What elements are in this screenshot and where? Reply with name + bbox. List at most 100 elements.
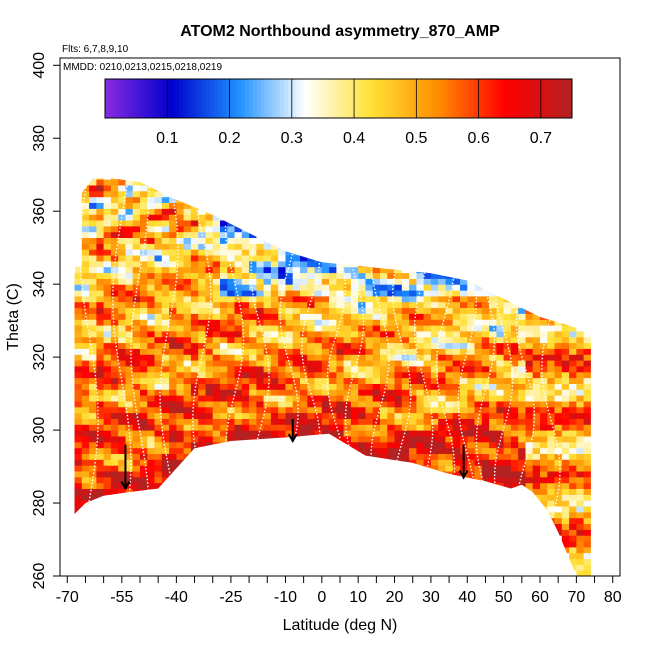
heatmap-cell: [307, 365, 316, 373]
heatmap-cell: [336, 266, 345, 274]
heatmap-cell: [460, 272, 468, 279]
heatmap-cell: [452, 325, 461, 332]
heatmap-cell: [481, 430, 490, 437]
heatmap-cell: [154, 330, 163, 338]
heatmap-cell: [270, 383, 279, 390]
heatmap-cell: [300, 354, 308, 361]
heatmap-cell: [96, 400, 105, 408]
heatmap-cell: [220, 313, 228, 320]
heatmap-cell: [103, 225, 112, 233]
heatmap-cell: [74, 266, 83, 274]
heatmap-cell: [118, 354, 127, 361]
heatmap-cell: [358, 330, 367, 338]
heatmap-cell: [561, 470, 570, 478]
heatmap-cell: [350, 295, 359, 303]
heatmap-cell: [518, 465, 527, 472]
heatmap-cell: [212, 371, 221, 379]
heatmap-cell: [190, 383, 199, 390]
heatmap-cell: [169, 214, 177, 221]
heatmap-cell: [89, 482, 97, 489]
heatmap-cell: [430, 319, 439, 326]
heatmap-cell: [140, 494, 148, 501]
heatmap-cell: [336, 336, 345, 344]
heatmap-cell: [496, 453, 505, 460]
colorbar-segment: [451, 79, 456, 118]
heatmap-cell: [74, 494, 83, 501]
heatmap-cell: [489, 412, 497, 419]
heatmap-cell: [401, 406, 410, 414]
heatmap-cell: [190, 377, 199, 384]
heatmap-cell: [532, 453, 541, 460]
heatmap-cell: [547, 383, 556, 390]
heatmap-cell: [81, 418, 90, 425]
colorbar-segment: [237, 79, 242, 118]
heatmap-cell: [96, 441, 105, 449]
heatmap-cell: [576, 465, 585, 472]
heatmap-cell: [569, 424, 577, 431]
heatmap-cell: [307, 260, 316, 268]
heatmap-cell: [89, 506, 97, 513]
heatmap-cell: [569, 564, 577, 571]
heatmap-cell: [198, 225, 207, 233]
heatmap-cell: [110, 389, 119, 396]
heatmap-cell: [460, 400, 468, 408]
heatmap-cell: [205, 214, 214, 221]
heatmap-cell: [147, 266, 156, 274]
heatmap-cell: [321, 290, 330, 297]
heatmap-cell: [350, 278, 359, 285]
heatmap-cell: [161, 482, 170, 489]
heatmap-cell: [430, 295, 439, 303]
heatmap-cell: [183, 383, 192, 390]
heatmap-cell: [365, 325, 374, 332]
heatmap-cell: [147, 214, 156, 221]
heatmap-cell: [74, 511, 83, 519]
heatmap-cell: [110, 470, 119, 478]
y-tick-label: 300: [31, 417, 48, 444]
heatmap-cell: [583, 511, 591, 519]
heatmap-cell: [140, 290, 148, 297]
heatmap-cell: [474, 336, 483, 344]
heatmap-cell: [409, 307, 417, 314]
heatmap-cell: [336, 301, 345, 309]
heatmap-cell: [401, 348, 410, 355]
heatmap-cell: [198, 365, 207, 373]
heatmap-cell: [561, 506, 570, 513]
heatmap-cell: [540, 348, 548, 355]
heatmap-cell: [241, 325, 250, 332]
heatmap-cell: [234, 447, 243, 454]
heatmap-cell: [430, 377, 439, 384]
heatmap-cell: [329, 336, 337, 344]
heatmap-cell: [336, 435, 345, 443]
heatmap-cell: [103, 295, 112, 303]
heatmap-cell: [125, 196, 134, 203]
heatmap-cell: [110, 430, 119, 437]
heatmap-cell: [161, 453, 170, 460]
heatmap-cell: [576, 342, 585, 349]
heatmap-cell: [227, 406, 236, 414]
heatmap-cell: [554, 424, 563, 431]
heatmap-cell: [561, 482, 570, 489]
heatmap-cell: [227, 319, 236, 326]
heatmap-cell: [561, 319, 570, 326]
heatmap-cell: [343, 342, 352, 349]
heatmap-cell: [350, 336, 359, 344]
heatmap-cell: [234, 365, 243, 373]
heatmap-cell: [438, 301, 447, 309]
heatmap-cell: [540, 441, 548, 449]
heatmap-cell: [132, 319, 141, 326]
heatmap-cell: [445, 400, 454, 408]
heatmap-cell: [169, 307, 177, 314]
heatmap-cell: [96, 336, 105, 344]
heatmap-cell: [198, 220, 207, 227]
heatmap-cell: [190, 395, 199, 402]
heatmap-cell: [176, 365, 185, 373]
heatmap-cell: [263, 441, 272, 449]
heatmap-cell: [234, 348, 243, 355]
heatmap-cell: [227, 214, 236, 221]
heatmap-cell: [169, 482, 177, 489]
heatmap-cell: [569, 558, 577, 565]
heatmap-cell: [336, 406, 345, 414]
heatmap-cell: [198, 424, 207, 431]
heatmap-cell: [343, 424, 352, 431]
heatmap-cell: [300, 243, 308, 250]
